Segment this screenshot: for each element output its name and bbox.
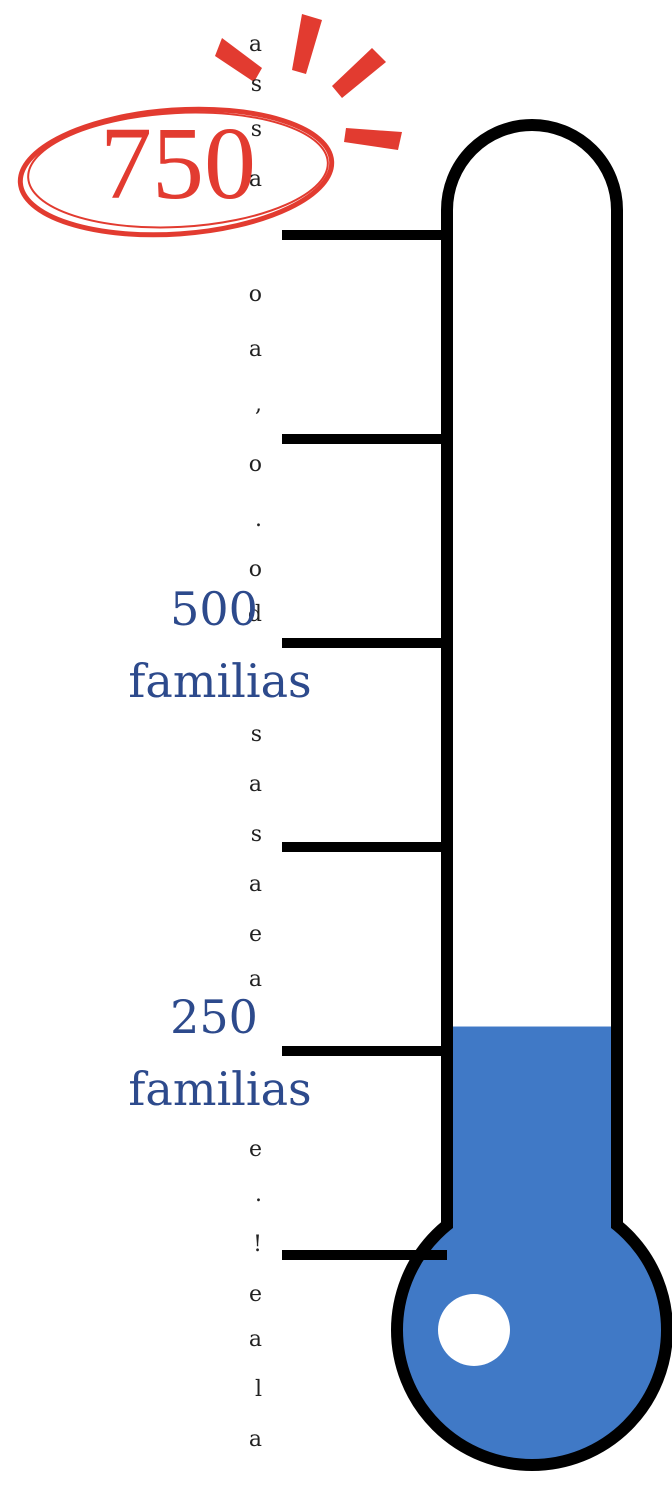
mercury <box>453 1026 611 1250</box>
tick-number: 250 <box>170 990 258 1044</box>
text-fragment: a <box>249 1327 262 1352</box>
goal-circle <box>17 106 335 238</box>
goal-label: 750 <box>100 106 256 221</box>
text-fragment: o <box>249 452 262 477</box>
text-fragment: e <box>249 1282 262 1307</box>
tick-unit: familias <box>128 1062 311 1116</box>
bulb-highlight <box>438 1294 510 1366</box>
tube <box>441 119 623 1224</box>
text-fragment: a <box>249 167 262 192</box>
burst-rays <box>215 14 402 150</box>
text-fragment: a <box>249 967 262 992</box>
tick-number: 500 <box>170 582 258 636</box>
text-fragment: . <box>255 1182 262 1207</box>
text-fragment: a <box>249 772 262 797</box>
text-fragment: a <box>249 32 262 57</box>
text-fragment: , <box>255 392 262 417</box>
text-fragment: a <box>249 872 262 897</box>
text-fragment: . <box>255 507 262 532</box>
text-fragment: s <box>251 822 262 847</box>
goal-circle-inner <box>27 111 329 229</box>
text-fragment: e <box>249 922 262 947</box>
text-fragment: s <box>251 117 262 142</box>
text-fragment: o <box>249 282 262 307</box>
text-fragment: e <box>249 1137 262 1162</box>
text-fragment: o <box>249 557 262 582</box>
text-fragment: a <box>249 1427 262 1452</box>
text-fragment: s <box>251 72 262 97</box>
text-fragment: ! <box>253 1232 262 1257</box>
text-fragment: l <box>255 1377 262 1402</box>
text-fragment: d <box>248 602 262 627</box>
text-fragment: s <box>251 722 262 747</box>
tick-unit: familias <box>128 654 311 708</box>
text-fragment: a <box>249 337 262 362</box>
